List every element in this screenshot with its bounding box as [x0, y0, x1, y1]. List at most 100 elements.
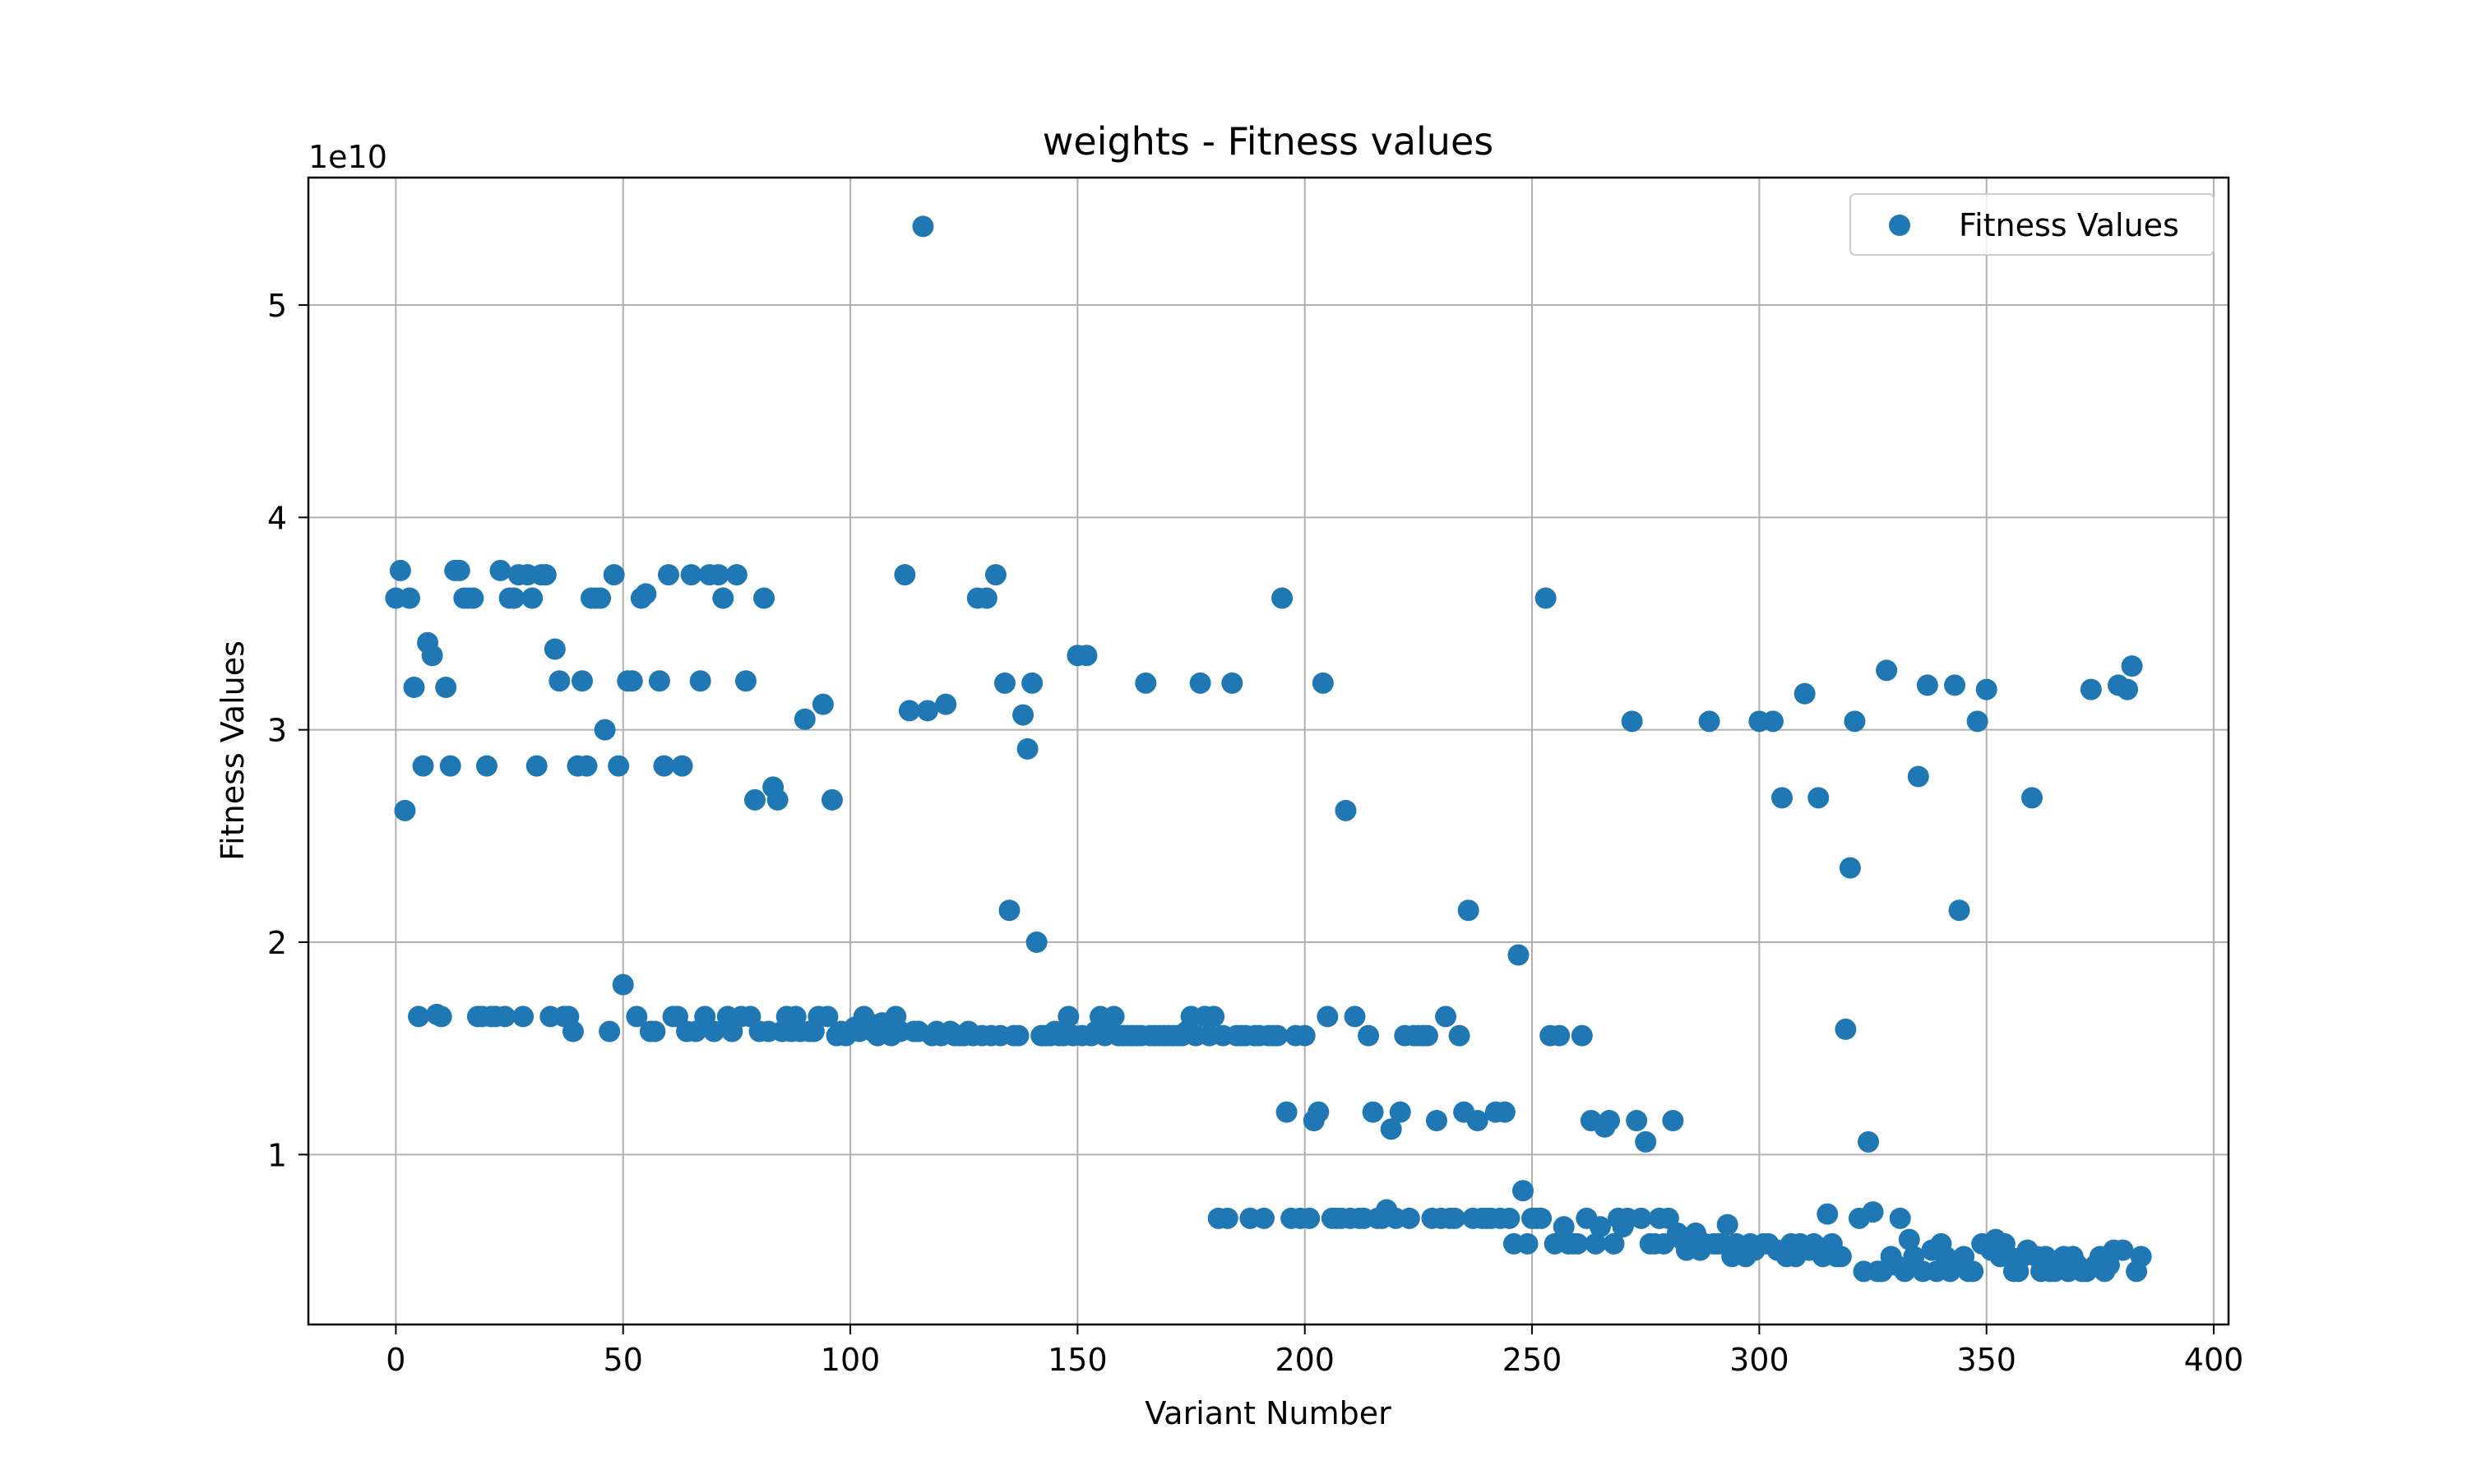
data-point [1435, 1006, 1457, 1028]
data-point [603, 564, 625, 586]
data-point [1358, 1024, 1380, 1047]
data-point [671, 755, 693, 777]
data-point [435, 677, 457, 698]
data-point [1571, 1024, 1593, 1047]
data-point [1203, 1006, 1225, 1028]
data-point [1626, 1110, 1648, 1131]
data-point [753, 587, 775, 609]
x-tick-label: 100 [821, 1342, 881, 1378]
data-point [2121, 655, 2143, 677]
data-point [1457, 899, 1479, 922]
x-tick-label: 350 [1956, 1342, 2016, 1378]
data-point [1966, 710, 1988, 733]
data-point [608, 755, 630, 777]
data-point [1025, 932, 1048, 953]
data-point [1298, 1207, 1321, 1229]
data-point [1335, 799, 1357, 821]
data-point [1916, 674, 1938, 696]
data-point [984, 564, 1007, 586]
data-point [1398, 1207, 1420, 1229]
data-point [725, 564, 748, 586]
chart-title: weights - Fitness values [1043, 119, 1493, 164]
data-point [1898, 1228, 1920, 1251]
y-tick-label: 4 [267, 500, 287, 536]
data-point [1839, 857, 1861, 879]
data-point [821, 788, 843, 811]
data-point [544, 638, 566, 660]
data-point [462, 587, 484, 609]
data-point [439, 755, 461, 777]
data-point [1907, 765, 1929, 788]
x-tick-label: 250 [1502, 1342, 1562, 1378]
data-point [1662, 1110, 1684, 1131]
data-point [494, 1006, 516, 1028]
data-point [635, 583, 657, 605]
data-point [1380, 1118, 1402, 1140]
data-point [1889, 1207, 1911, 1229]
data-point [1621, 710, 1643, 733]
data-point [2117, 678, 2139, 700]
data-point [734, 670, 757, 692]
data-point [2080, 678, 2102, 700]
data-point [594, 719, 616, 741]
data-point [1425, 1110, 1447, 1131]
data-point [1317, 1006, 1339, 1028]
data-point [1948, 899, 1970, 922]
data-point [1016, 737, 1039, 760]
y-axis-ticks: 1 2 3 4 5 [267, 288, 308, 1173]
data-point [743, 788, 766, 811]
data-point [794, 708, 816, 730]
data-point [935, 693, 957, 715]
legend-label: Fitness Values [1959, 207, 2179, 243]
data-point [1466, 1110, 1488, 1131]
data-point [1603, 1232, 1625, 1255]
data-point [1275, 1101, 1298, 1123]
data-point [1344, 1006, 1366, 1028]
data-point [1585, 1232, 1607, 1255]
data-point [1534, 587, 1557, 609]
data-point [1416, 1024, 1438, 1047]
y-axis-label: Fitness Values [215, 640, 251, 861]
data-point [1308, 1101, 1330, 1123]
data-points [385, 215, 2152, 1283]
data-point [1021, 672, 1044, 694]
data-point [398, 587, 420, 609]
data-point [1389, 1101, 1411, 1123]
data-point [812, 693, 834, 715]
data-point [1939, 1260, 1961, 1283]
data-point [394, 799, 416, 821]
data-point [525, 755, 548, 777]
data-point [1830, 1246, 1852, 1268]
data-point [1516, 1232, 1539, 1255]
x-tick-label: 0 [386, 1342, 405, 1378]
data-point [1530, 1207, 1553, 1229]
data-point [612, 973, 634, 996]
data-point [1271, 587, 1294, 609]
data-point [1962, 1260, 1984, 1283]
y-tick-label: 5 [267, 288, 287, 324]
x-tick-label: 400 [2184, 1342, 2244, 1378]
x-tick-label: 200 [1275, 1342, 1335, 1378]
data-point [571, 670, 593, 692]
data-point [448, 559, 470, 581]
legend-marker [1889, 215, 1910, 236]
plot-frame [307, 176, 2230, 1326]
data-point [898, 700, 920, 722]
data-point [993, 672, 1016, 694]
data-point [1975, 678, 1997, 700]
data-point [1189, 672, 1211, 694]
data-point [998, 899, 1021, 922]
data-point [1252, 1207, 1275, 1229]
data-point [1862, 1201, 1884, 1223]
data-point [644, 1020, 666, 1042]
data-point [412, 755, 434, 777]
legend: Fitness Values [1849, 193, 2215, 256]
data-point [894, 564, 916, 586]
data-point [1058, 1006, 1080, 1028]
data-point [403, 677, 425, 698]
x-tick-label: 50 [604, 1342, 643, 1378]
data-point [475, 755, 498, 777]
data-point [1135, 672, 1157, 694]
data-point [1312, 672, 1334, 694]
data-point [707, 564, 729, 586]
